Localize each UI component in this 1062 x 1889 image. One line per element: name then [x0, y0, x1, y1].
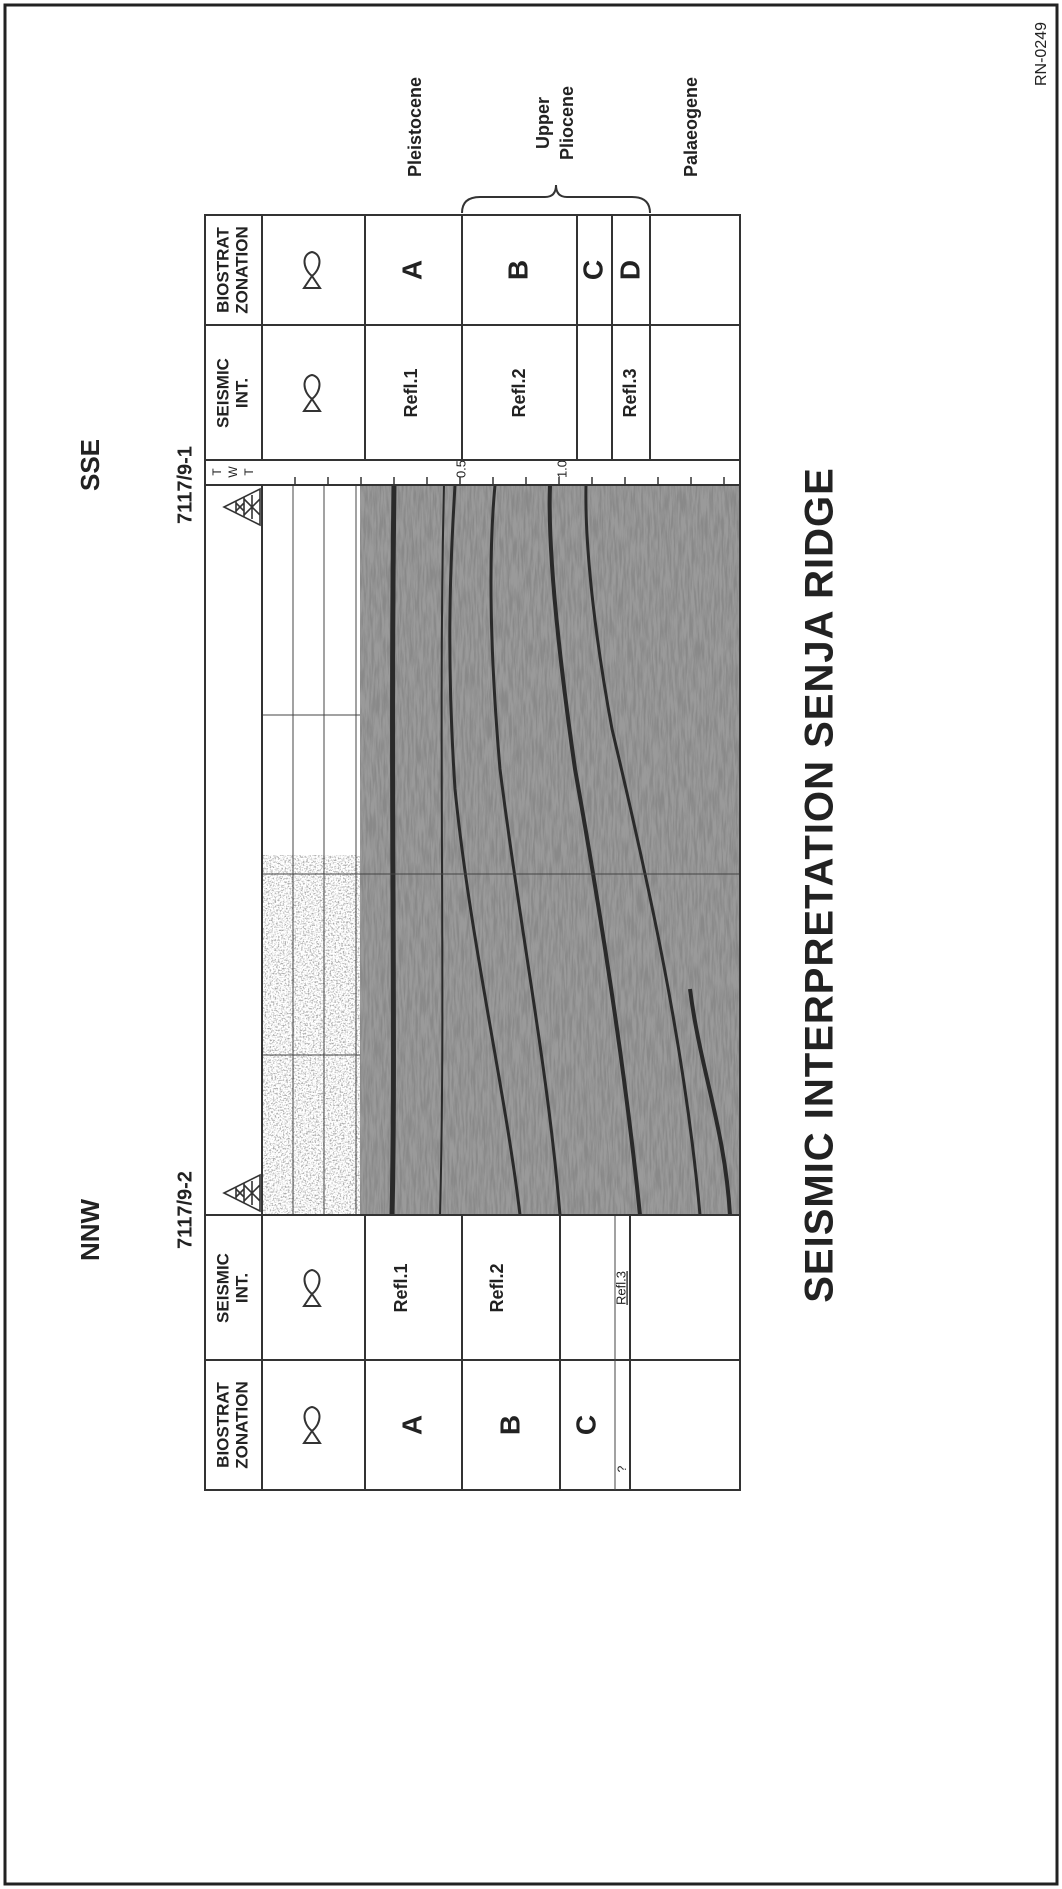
- column-header: BIOSTRAT: [213, 1382, 232, 1468]
- axis-tick-label: 1.0: [554, 460, 569, 478]
- zone-label: ?: [615, 1465, 629, 1472]
- well-symbol: [224, 1175, 260, 1211]
- epoch-label: Palaeogene: [681, 77, 701, 177]
- fossil-symbol: [304, 1407, 320, 1443]
- column-header: BIOSTRAT: [213, 227, 232, 313]
- column-header: SEISMIC: [213, 1253, 232, 1323]
- twt-axis: T W T 0.5 1.0: [205, 460, 740, 485]
- zone-label: D: [614, 260, 645, 280]
- zone-label: C: [577, 260, 608, 280]
- column-header: ZONATION: [232, 226, 251, 314]
- horizon: [392, 485, 394, 1215]
- table-frame: [205, 1215, 740, 1490]
- well-name: 7117/9-1: [174, 446, 196, 524]
- page: {"document_id": "RN-0249", "title": "SEI…: [0, 0, 1062, 1889]
- column-header: INT.: [232, 1273, 251, 1303]
- title: SEISMIC INTERPRETATION SENJA RIDGE: [798, 467, 842, 1303]
- fossil-symbol: [304, 252, 320, 288]
- reflector-label: Refl.3: [613, 1271, 628, 1305]
- fossil-symbol: [304, 375, 320, 411]
- epoch-label: Upper: [533, 97, 553, 149]
- reflector-label: Refl.1: [401, 368, 421, 417]
- axis-label: T: [242, 468, 256, 476]
- left-table: BIOSTRAT ZONATION SEISMIC INT. A B C ? R…: [205, 1215, 740, 1490]
- column-header: ZONATION: [232, 1381, 251, 1469]
- epoch-label: Pleistocene: [405, 77, 425, 177]
- zone-label: B: [502, 260, 533, 280]
- water-noise: [262, 855, 360, 1215]
- zone-label: B: [494, 1415, 525, 1435]
- axis-label: W: [226, 466, 240, 478]
- landscape-content: NNW SSE 7117/9-2 7117/9-1 RN-0249 SEISMI…: [75, 22, 1050, 1490]
- zone-label: A: [396, 1415, 427, 1435]
- well-name: 7117/9-2: [174, 1171, 196, 1249]
- well-header-frame: [205, 485, 262, 1215]
- seismic-texture: [360, 485, 740, 1215]
- axis-label: T: [210, 468, 224, 476]
- scan: NNW SSE 7117/9-2 7117/9-1 RN-0249 SEISMI…: [0, 0, 1062, 1889]
- brace: [462, 185, 650, 213]
- direction: NNW: [75, 1198, 105, 1261]
- direction: SSE: [75, 439, 105, 491]
- axis-tick-label: 0.5: [453, 460, 468, 478]
- column-header: INT.: [232, 378, 251, 408]
- fossil-symbol: [304, 1270, 320, 1306]
- column-header: SEISMIC: [213, 358, 232, 428]
- zone-label: A: [396, 260, 427, 280]
- document-id: RN-0249: [1033, 22, 1050, 86]
- reflector-label: Refl.1: [391, 1263, 411, 1312]
- reflector-label: Refl.2: [487, 1263, 507, 1312]
- epoch-label: Pliocene: [557, 86, 577, 160]
- axis-frame: [205, 460, 740, 485]
- zone-label: C: [570, 1415, 601, 1435]
- seismic-section: [205, 485, 740, 1215]
- right-table: SEISMIC INT. BIOSTRAT ZONATION Refl.1 Re…: [205, 215, 740, 460]
- reflector-label: Refl.2: [509, 368, 529, 417]
- reflector-label: Refl.3: [620, 368, 640, 417]
- table-frame: [205, 215, 740, 460]
- well-symbol: [224, 489, 260, 525]
